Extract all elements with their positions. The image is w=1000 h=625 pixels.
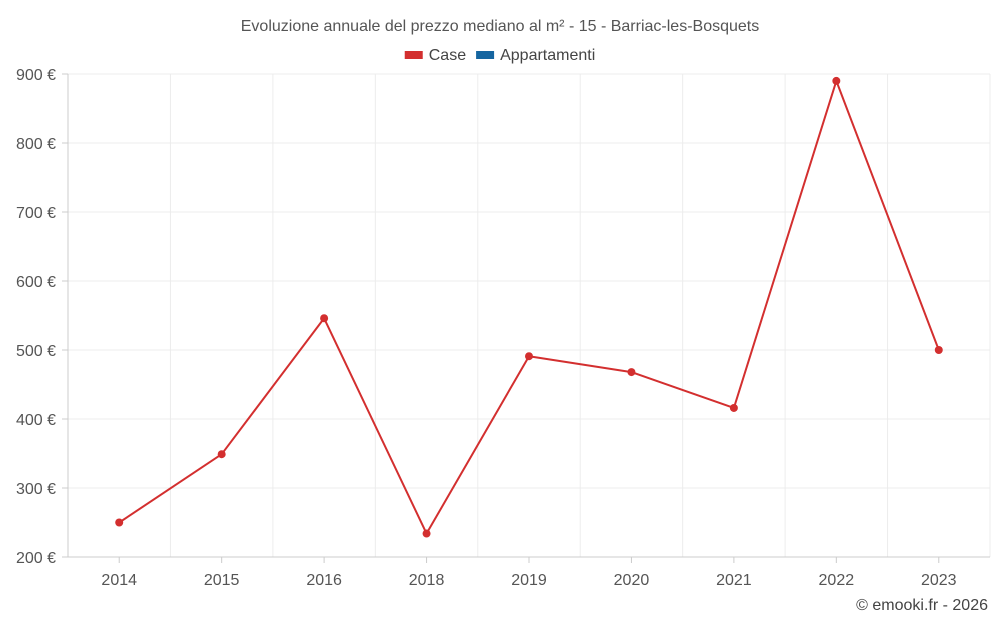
legend-swatch	[476, 51, 495, 59]
credit-text: © emooki.fr - 2026	[856, 597, 988, 614]
data-point[interactable]	[217, 450, 226, 459]
legend-label: Appartamenti	[500, 47, 595, 64]
series-line-0	[118, 79, 940, 535]
data-point[interactable]	[525, 352, 533, 361]
x-tick-label: 2022	[819, 572, 855, 589]
data-point[interactable]	[729, 403, 738, 412]
x-tick-label: 2023	[921, 572, 957, 589]
x-tick-label: 2015	[204, 572, 240, 589]
x-tick-label: 2019	[511, 572, 547, 589]
legend: Case Appartamenti	[404, 47, 595, 64]
x-tick-label: 2016	[306, 572, 342, 589]
x-tick-label: 2018	[409, 572, 445, 589]
series-layer	[115, 76, 943, 538]
x-tick-label: 2021	[716, 572, 752, 589]
y-tick-label: 200 €	[16, 550, 56, 567]
data-point[interactable]	[422, 529, 431, 538]
y-tick-label: 500 €	[16, 343, 56, 360]
y-tick-label: 700 €	[16, 205, 56, 222]
y-tick-label: 400 €	[16, 412, 56, 429]
data-point[interactable]	[115, 518, 124, 527]
data-point[interactable]	[934, 346, 943, 354]
chart-title: Evoluzione annuale del prezzo mediano al…	[241, 18, 759, 35]
data-point[interactable]	[832, 76, 841, 85]
x-tick-label: 2020	[614, 572, 650, 589]
legend-label: Case	[429, 47, 466, 64]
data-point[interactable]	[627, 368, 636, 377]
y-tick-label: 900 €	[16, 67, 56, 84]
x-axis: 2014 2015 2016 2018 2019 2020 2021 2022 2023	[68, 556, 990, 589]
y-tick-label: 600 €	[16, 274, 56, 291]
legend-item-1[interactable]: Appartamenti	[476, 47, 595, 64]
legend-swatch	[404, 51, 423, 59]
y-tick-label: 300 €	[16, 481, 56, 498]
y-tick-label: 800 €	[16, 136, 56, 153]
legend-item-0[interactable]: Case	[404, 47, 466, 64]
data-point[interactable]	[320, 314, 329, 323]
y-axis: 200 € 300 € 400 € 500 € 600 € 700 € 800 € 900 €	[16, 67, 69, 567]
grid	[67, 73, 991, 557]
x-tick-label: 2014	[101, 572, 137, 589]
